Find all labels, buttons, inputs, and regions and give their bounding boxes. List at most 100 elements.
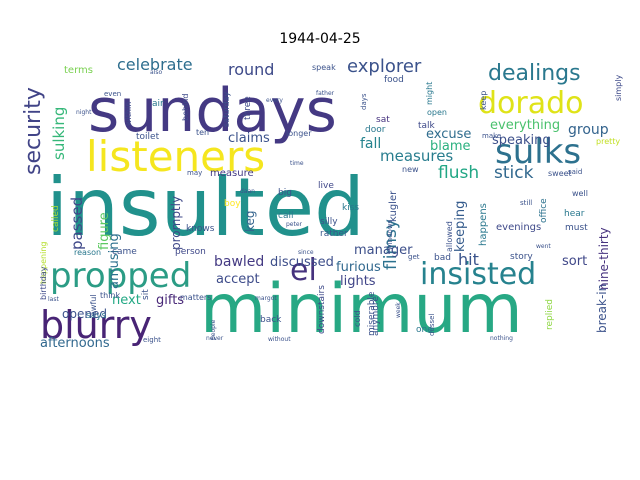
word-evenings: evenings — [496, 222, 541, 233]
word-one: one — [416, 325, 433, 335]
word-nine-thirty: nine-thirty — [597, 227, 611, 290]
word-new: new — [402, 165, 419, 174]
word-security: security — [21, 87, 46, 175]
word-toilet: toilet — [136, 132, 160, 142]
word-think: think — [100, 291, 121, 300]
word-matters: matters — [180, 293, 211, 302]
word-fall: fall — [360, 136, 381, 152]
word-flimsy: flimsy — [381, 219, 401, 270]
word-call: call — [278, 211, 293, 221]
word-cold: cold — [353, 310, 362, 327]
word-claims: claims — [228, 131, 270, 146]
word-round: round — [228, 60, 274, 79]
word-dorado: dorado — [478, 86, 584, 121]
word-opened: opened — [62, 307, 107, 321]
word-amusing: amusing — [107, 233, 122, 289]
word-afternoons: afternoons — [40, 336, 110, 351]
word-night: night — [76, 109, 92, 116]
word-people: people — [210, 319, 217, 340]
word-excuse: excuse — [426, 127, 471, 142]
word-saturday: saturday — [222, 92, 231, 127]
word-promptly: promptly — [169, 196, 183, 250]
word-el: el — [290, 253, 317, 288]
word-blurry: blurry — [40, 303, 152, 347]
word-dussel: dussel — [428, 314, 436, 336]
word-bawled: bawled — [214, 254, 264, 270]
word-make: make — [482, 132, 501, 140]
word-week: week — [395, 302, 402, 318]
word-within: within — [124, 102, 133, 126]
word-rather: rather — [320, 229, 348, 239]
word-person: person — [175, 247, 206, 257]
word-margot: margot — [255, 295, 277, 302]
word-bad: bad — [434, 253, 451, 263]
word-keep: keep — [479, 91, 488, 110]
word-manager: manager — [354, 243, 413, 258]
word-passed: passed — [68, 197, 86, 250]
word-daan: daan — [240, 188, 255, 195]
word-sort: sort — [562, 254, 587, 269]
word-said: said — [568, 168, 582, 176]
word-everything: everything — [490, 118, 560, 133]
word-well: well — [572, 189, 588, 198]
word-terms: terms — [64, 65, 93, 76]
word-accept: accept — [216, 272, 260, 287]
word-blame: blame — [430, 139, 471, 154]
word-still: still — [520, 199, 532, 207]
word-called: called — [51, 205, 61, 232]
word-reason: reason — [74, 248, 101, 257]
word-hear: hear — [564, 209, 585, 219]
word-keg: keg — [243, 210, 257, 232]
word-nothing: nothing — [490, 335, 513, 342]
word-awful: awful — [89, 294, 98, 316]
word-last: last — [48, 296, 59, 303]
word-discussed: discussed — [270, 255, 334, 270]
word-stick: stick — [494, 163, 534, 183]
word-simply: simply — [614, 75, 623, 101]
word-office: office — [539, 198, 549, 223]
word-speaking: speaking — [492, 133, 551, 148]
word-back: back — [260, 315, 282, 325]
word-celebrate: celebrate — [117, 55, 193, 74]
word-gifts: gifts — [156, 293, 184, 308]
word-keeping: keeping — [453, 201, 468, 252]
word-might: might — [425, 82, 434, 105]
word-also: also — [150, 69, 162, 76]
word-even: even — [104, 90, 121, 98]
word-figure: figure — [97, 212, 112, 250]
word-pretty: pretty — [596, 137, 620, 146]
word-air: air — [152, 99, 164, 109]
word-food: food — [384, 75, 404, 85]
word-must: must — [565, 223, 588, 233]
word-sulking: sulking — [50, 107, 68, 160]
word-eight: eight — [143, 336, 161, 344]
word-sweet: sweet — [548, 169, 572, 178]
word-live: live — [318, 181, 334, 191]
word-propped: propped — [50, 256, 191, 296]
word-since: since — [298, 249, 314, 256]
word-father: father — [316, 90, 335, 97]
word-break-in: break-in — [595, 284, 609, 333]
word-miserable: miserable — [367, 291, 377, 336]
word-ten: ten — [196, 128, 209, 137]
word-downstairs: downstairs — [317, 285, 327, 334]
word-anymore: anymore — [371, 296, 381, 336]
word-group: group — [568, 122, 609, 138]
word-big: big — [278, 188, 292, 198]
word-hit: hit — [458, 250, 479, 269]
word-went: went — [536, 243, 551, 250]
word-longer: longer — [286, 129, 312, 138]
word-days: days — [360, 93, 368, 110]
word-never: never — [206, 335, 224, 342]
word-behind: behind — [181, 94, 190, 121]
word-without: without — [268, 336, 291, 343]
word-kiss: kiss — [342, 203, 359, 213]
word-furious: furious — [336, 260, 381, 275]
word-insisted: insisted — [420, 257, 536, 292]
word-measure: measure — [210, 168, 254, 179]
word-came: came — [112, 247, 137, 257]
word-birthday: birthday — [39, 266, 48, 300]
word-every: every — [266, 97, 283, 104]
word-allowed: allowed — [445, 221, 454, 252]
